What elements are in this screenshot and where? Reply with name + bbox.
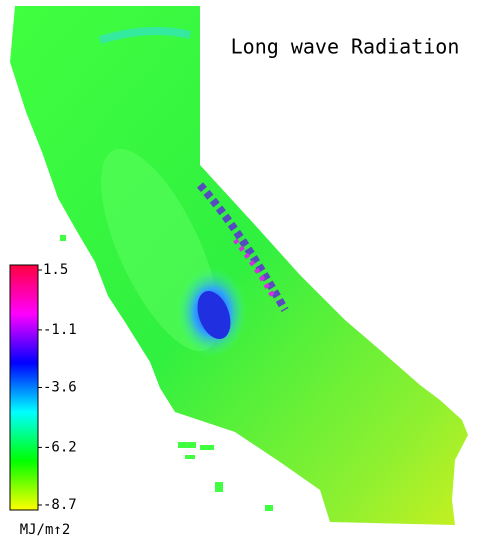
colorbar-unit: MJ/m↑2 <box>20 522 71 538</box>
sierra <box>197 182 289 312</box>
colorbar: 1.5 -1.1 -3.6 -6.2 -8.7 <box>9 262 77 513</box>
sierra-peaks <box>233 238 278 302</box>
colorbar-tick-label: -1.1 <box>43 322 77 338</box>
islands <box>60 235 273 511</box>
colorbar-tick-label: -3.6 <box>43 380 77 396</box>
colorbar-tick-label: -6.2 <box>43 439 77 455</box>
valley-core <box>197 290 231 340</box>
california <box>10 6 468 525</box>
map-title: Long wave Radiation <box>231 35 460 59</box>
colorbar-tick-label: 1.5 <box>43 262 68 278</box>
colorbar-bar <box>9 264 39 511</box>
north-cyan <box>98 27 191 44</box>
colorbar-tick-label: -8.7 <box>43 497 77 513</box>
